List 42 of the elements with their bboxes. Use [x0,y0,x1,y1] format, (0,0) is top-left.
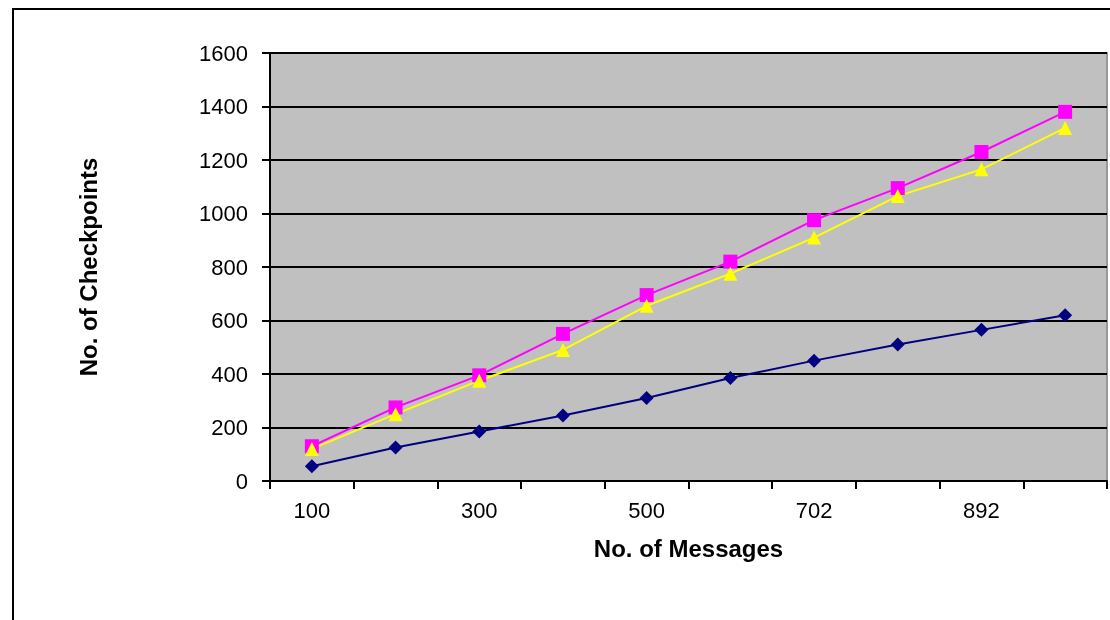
y-tick-label: 1000 [199,201,248,226]
point [807,213,822,228]
point [1058,104,1073,119]
point [890,189,905,204]
point [974,162,989,177]
x-tick-label: 300 [460,497,498,523]
x-tick-label: 500 [628,497,666,523]
point [1058,120,1073,135]
point [472,373,487,388]
point [974,144,989,159]
point [304,459,319,474]
point [639,288,654,303]
point [555,408,570,423]
point [388,440,403,455]
x-tick-label: 100 [293,497,331,523]
point [1058,308,1073,323]
point [890,181,905,196]
y-tick-label: 800 [211,254,248,280]
y-tick-label: 0 [235,468,248,494]
y-tick-label: 200 [211,415,248,440]
x-axis-title: No. of Messages [593,534,784,562]
y-tick-label: 400 [211,361,248,387]
point [807,230,822,245]
point [974,322,989,337]
point [723,266,738,281]
x-tick-label: 892 [963,497,1000,523]
y-tick-label: 1600 [199,40,248,66]
point [555,326,570,341]
point [723,254,738,269]
y-tick-label: 1200 [199,147,248,173]
y-axis-title: No. of Checkpoints [74,157,102,377]
point [807,353,822,368]
x-tick-label: 702 [795,497,833,523]
point [555,342,570,357]
point [639,391,654,406]
y-tick-label: 600 [211,308,248,333]
point [723,371,738,386]
point [639,298,654,313]
point [890,337,905,352]
y-tick-label: 1400 [199,94,248,119]
point [472,424,487,439]
point [388,407,403,422]
